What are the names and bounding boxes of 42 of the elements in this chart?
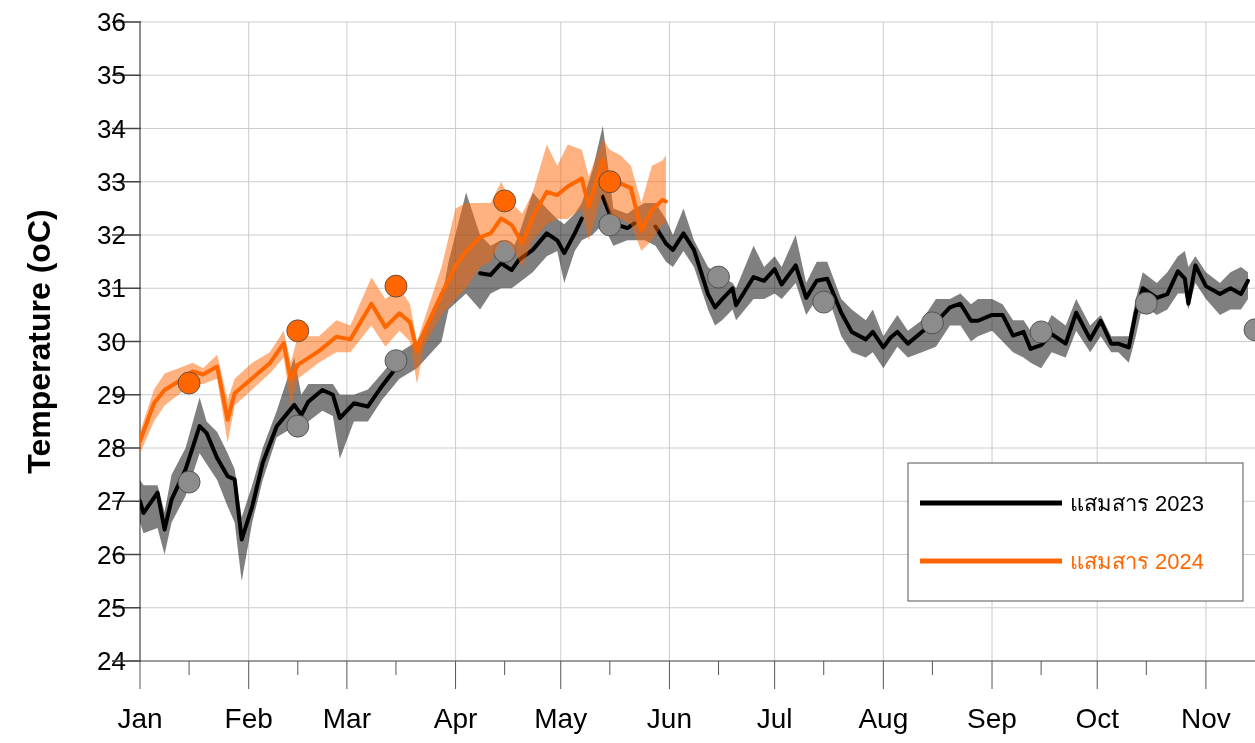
point	[1134, 291, 1158, 315]
x-tick-label: Sep	[967, 703, 1017, 734]
point	[286, 319, 310, 343]
point	[598, 170, 622, 194]
y-tick-label: 36	[97, 7, 126, 37]
y-tick-label: 25	[97, 592, 126, 623]
point	[598, 213, 622, 237]
x-tick-label: Apr	[433, 703, 478, 734]
y-tick-label: 28	[97, 433, 126, 463]
x-tick-label: Aug	[858, 703, 909, 734]
y-tick-label: 27	[97, 486, 126, 517]
point	[812, 290, 836, 314]
y-tick-label: 33	[97, 166, 126, 197]
point	[177, 470, 201, 494]
y-tick-label: 31	[97, 273, 126, 304]
y-tick-label: 34	[97, 113, 126, 144]
legend-item: แสมสาร 2023	[920, 491, 1205, 516]
x-tick-label: Jul	[756, 703, 793, 734]
point	[177, 371, 201, 395]
y-tick-label: 24	[97, 646, 126, 676]
point	[384, 274, 408, 298]
x-tick-label: Oct	[1075, 703, 1120, 734]
y-axis-title: Temperature (oC)	[21, 209, 57, 474]
point	[1029, 320, 1053, 344]
point	[707, 265, 730, 289]
y-tick-label: 29	[97, 379, 126, 410]
y-tick-label: 30	[97, 326, 126, 357]
x-tick-label: Nov	[1181, 703, 1231, 734]
point	[384, 349, 408, 373]
point	[921, 311, 944, 335]
y-tick-label: 32	[97, 220, 126, 250]
x-tick-label: Feb	[224, 703, 273, 734]
legend-item: แสมสาร 2024	[920, 549, 1205, 574]
x-tick-label: Jan	[117, 703, 163, 734]
point	[493, 240, 517, 263]
x-tick-label: May	[534, 703, 588, 734]
point	[286, 414, 310, 438]
x-tick-label: Mar	[322, 703, 371, 734]
point	[493, 189, 517, 213]
x-tick-label: Jun	[646, 703, 693, 734]
y-tick-label: 26	[97, 539, 126, 570]
y-tick-label: 35	[97, 60, 126, 91]
